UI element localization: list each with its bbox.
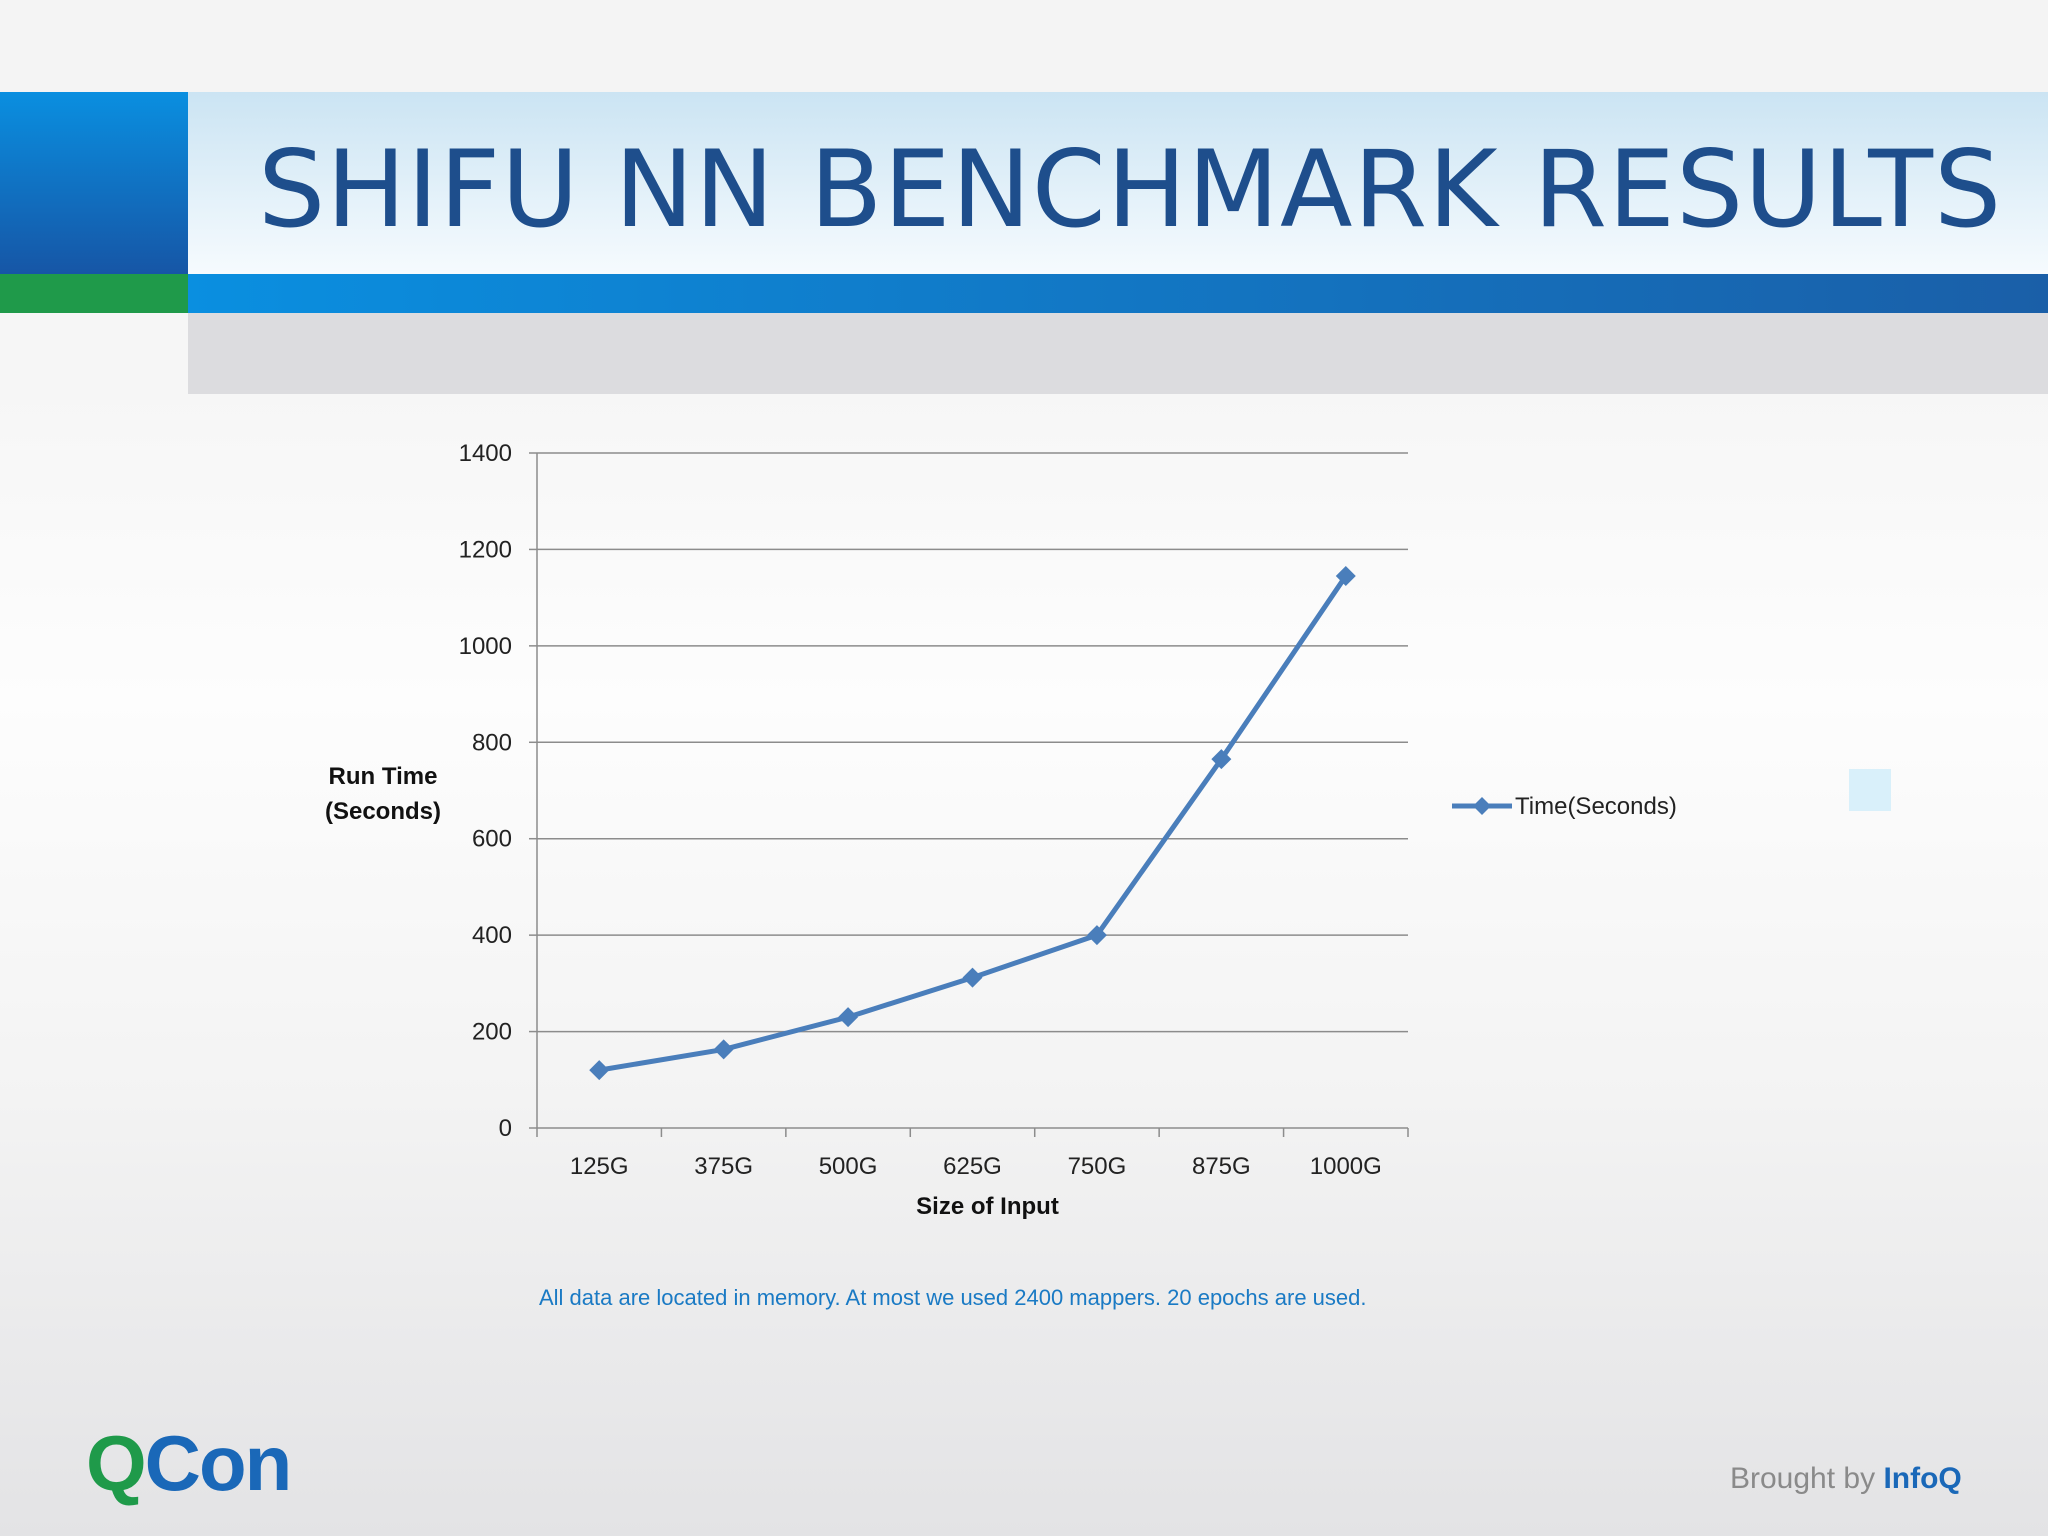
infoq-logo: InfoQ [1883, 1462, 1962, 1495]
axis-layer [529, 452, 1409, 1137]
label-layer: 0 200 400 600 800 1000 1200 1400 125G 375G 500G 625… [325, 440, 1382, 1220]
y-tick-label: 200 [472, 1019, 512, 1046]
data-point [962, 967, 983, 988]
y-axis-title-line: Run Time [329, 763, 438, 790]
y-tick-label: 600 [472, 826, 512, 853]
x-tick-label: 375G [694, 1153, 753, 1180]
y-tick-label: 1400 [459, 440, 512, 467]
slide-title: SHIFU NN BENCHMARK RESULTS [258, 128, 2003, 251]
x-tick-label: 500G [819, 1153, 878, 1180]
y-axis-title-line: (Seconds) [325, 798, 441, 825]
x-tick-label: 125G [570, 1153, 629, 1180]
x-tick-label: 875G [1192, 1153, 1251, 1180]
series-layer [589, 565, 1356, 1081]
y-tick-label: 1200 [459, 536, 512, 563]
decorative-square [1849, 769, 1891, 811]
y-tick-label: 0 [499, 1115, 512, 1142]
data-point [838, 1007, 859, 1028]
data-point [589, 1060, 610, 1081]
data-point [1335, 565, 1356, 586]
data-point [1086, 925, 1107, 946]
legend-marker [1473, 797, 1491, 815]
legend-label: Time(Seconds) [1515, 793, 1677, 820]
x-axis-title: Size of Input [916, 1193, 1059, 1220]
x-tick-label: 625G [943, 1153, 1002, 1180]
infoq-credit: Brought by InfoQ [1730, 1462, 1962, 1496]
header-blue-stripe [188, 274, 2048, 313]
qcon-logo-q: Q [86, 1419, 147, 1507]
legend: Time(Seconds) [1452, 793, 1677, 820]
y-tick-label: 800 [472, 729, 512, 756]
data-point [1211, 749, 1232, 770]
footnote: All data are located in memory. At most … [539, 1285, 1367, 1310]
series-line-0 [598, 574, 1348, 1073]
grid-layer [537, 452, 1408, 1033]
header-accent-block [0, 92, 188, 274]
qcon-logo: QCon [86, 1418, 293, 1509]
header-grey-band [188, 313, 2048, 394]
x-tick-label: 1000G [1310, 1153, 1382, 1180]
x-tick-label: 750G [1068, 1153, 1127, 1180]
brought-by-text: Brought by [1730, 1462, 1884, 1495]
y-tick-label: 400 [472, 922, 512, 949]
title-bar [188, 92, 2048, 274]
header-accent-green [0, 274, 188, 313]
qcon-logo-rest: Con [144, 1419, 293, 1507]
y-tick-label: 1000 [459, 633, 512, 660]
data-point [713, 1039, 734, 1060]
